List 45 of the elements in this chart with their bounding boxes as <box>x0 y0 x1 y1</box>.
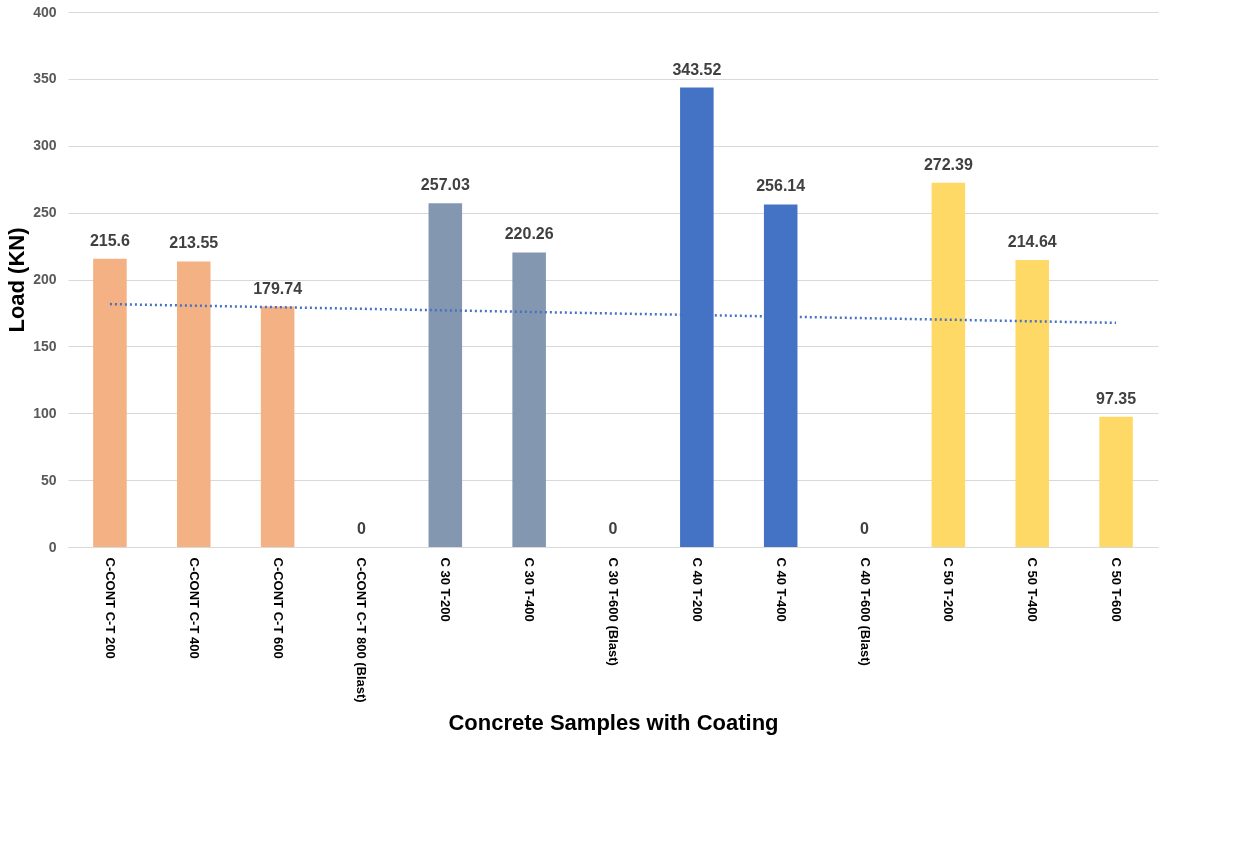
x-tick-label: C 30 T-600 (Blast) <box>606 557 621 666</box>
y-tick-label: 50 <box>40 471 57 488</box>
y-tick-label: 0 <box>48 538 57 555</box>
bar <box>428 203 463 547</box>
x-tick-label: C 50 T-600 <box>1109 557 1125 622</box>
data-label: 0 <box>608 520 618 537</box>
x-tick-label: C 30 T-200 <box>438 557 454 622</box>
y-tick-label: 350 <box>33 70 57 87</box>
bar <box>177 261 211 547</box>
data-label: 256.14 <box>756 177 806 195</box>
y-tick-label: 250 <box>33 204 57 221</box>
x-tick-label: C-CONT C-T 400 <box>186 557 202 659</box>
data-label: 220.26 <box>504 225 554 243</box>
bar <box>1099 416 1133 547</box>
data-label: 272.39 <box>923 155 973 173</box>
x-tick-label: C 30 T-400 <box>522 557 538 622</box>
bar <box>1015 259 1049 547</box>
y-tick-label: 100 <box>33 404 57 421</box>
data-label: 179.74 <box>253 279 303 297</box>
data-label: 213.55 <box>169 234 219 252</box>
data-label: 0 <box>357 520 367 537</box>
y-tick-label: 150 <box>33 337 57 354</box>
data-label: 215.6 <box>89 231 131 249</box>
x-tick-label: C-CONT C-T 800 (Blast) <box>354 557 370 703</box>
y-tick-label: 300 <box>33 137 57 154</box>
y-axis-title: Load (KN) <box>4 227 30 333</box>
x-tick-label: C 40 T-200 <box>689 557 705 622</box>
x-tick-label: C-CONT C-T 600 <box>270 557 286 659</box>
data-label: 343.52 <box>672 60 722 78</box>
data-label: 257.03 <box>420 176 470 194</box>
bar <box>512 252 546 547</box>
y-tick-label: 200 <box>33 271 57 287</box>
bar <box>931 182 966 547</box>
x-axis-title: Concrete Samples with Coating <box>448 709 779 735</box>
x-tick-label: C 50 T-200 <box>941 557 957 622</box>
x-tick-label: C-CONT C-T 200 <box>102 557 118 659</box>
x-tick-label: C 50 T-400 <box>1025 557 1041 622</box>
data-label: 97.35 <box>1096 389 1137 407</box>
x-tick-label: C 40 T-600 (Blast) <box>857 557 873 666</box>
x-tick-label: C 40 T-400 <box>773 557 789 622</box>
data-label: 214.64 <box>1007 232 1057 250</box>
bar <box>260 306 295 547</box>
y-tick-label: 400 <box>33 3 57 20</box>
data-label: 0 <box>860 520 870 537</box>
bar <box>93 258 127 547</box>
